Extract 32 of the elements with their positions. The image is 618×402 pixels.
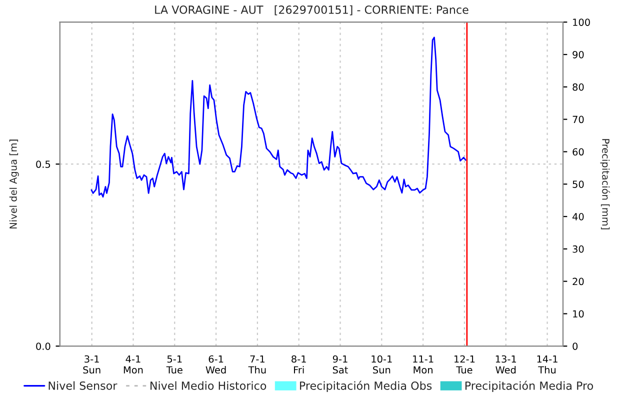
- x-tick-label: 5-1 Tue: [166, 355, 182, 374]
- x-tick-label: 9-1 Sat: [332, 355, 348, 374]
- legend-label: Precipitación Media Obs: [300, 380, 432, 392]
- legend-label: Precipitación Media Pro: [465, 380, 594, 392]
- y2-tick-label: 50: [572, 180, 584, 188]
- y2-tick-label: 30: [572, 245, 584, 253]
- y2-tick-label: 100: [573, 18, 590, 26]
- x-tick-label: 10-1 Sun: [372, 355, 392, 374]
- y-axis-title: Nivel del Agua [m]: [9, 140, 19, 228]
- x-tick-label: 3-1 Sun: [83, 355, 100, 374]
- x-tick-label: 7-1 Thu: [248, 355, 266, 374]
- x-tick-label: 11-1 Mon: [413, 355, 434, 374]
- legend-label: Nivel Medio Historico: [150, 381, 266, 390]
- y2-tick-label: 20: [572, 278, 584, 286]
- y2-tick-label: 10: [573, 310, 584, 318]
- x-tick-label: 4-1 Mon: [124, 355, 143, 374]
- y2-tick-label: 70: [572, 116, 584, 124]
- y-tick-label: 0.0: [36, 342, 50, 350]
- y-tick-label: 0.5: [36, 160, 50, 168]
- y2-tick-label: 40: [572, 212, 584, 220]
- x-tick-label: 6-1 Wed: [206, 355, 226, 374]
- y2-tick-label: 90: [572, 50, 584, 58]
- y2-tick-label: 0: [572, 342, 578, 350]
- chart-title: LA VORAGINE - AUT [2629700151] - CORRIENTE: Pance: [155, 5, 468, 16]
- x-tick-label: 12-1 Tue: [454, 355, 475, 374]
- x-tick-label: 13-1 Wed: [496, 355, 516, 374]
- x-tick-label: 8-1 Fri: [292, 355, 306, 374]
- x-tick-label: 14-1 Thu: [537, 355, 558, 374]
- y2-tick-label: 80: [572, 83, 584, 91]
- legend-label: Nivel Sensor: [48, 381, 118, 390]
- y2-tick-label: 60: [572, 148, 584, 156]
- y2-axis-title: Precipitación [mm]: [600, 139, 610, 230]
